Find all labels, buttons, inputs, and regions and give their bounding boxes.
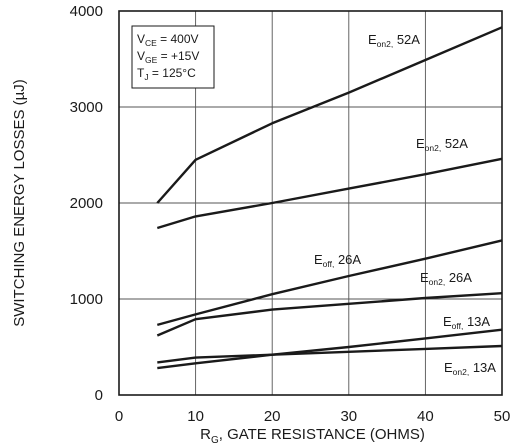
series-line-2: [156, 157, 503, 230]
series-line-5: [157, 328, 503, 370]
y-tick-label: 3000: [70, 99, 103, 116]
x-axis-title: RG, GATE RESISTANCE (OHMS): [200, 426, 425, 446]
x-tick-label: 20: [264, 408, 281, 425]
grid: [119, 11, 502, 395]
y-axis-title: SWITCHING ENERGY LOSSES (µJ): [11, 79, 28, 327]
condition-line-2: VGE = +15V: [137, 49, 199, 65]
series-label-3: Eoff, 26A: [314, 252, 361, 269]
series-line-6: [157, 344, 503, 364]
series-line-3: [156, 239, 503, 327]
series-labels: Eon2, 52A Eon2, 52A Eoff, 26A Eon2, 26A Eoff…: [314, 32, 496, 377]
y-tick-label: 0: [95, 387, 103, 404]
x-tick-label: 50: [494, 408, 511, 425]
series-label-4: Eon2, 26A: [420, 270, 472, 287]
x-tick-label: 40: [417, 408, 434, 425]
x-tick-label: 30: [340, 408, 357, 425]
tick-labels: 0 10 20 30 40 50 0 1000 2000 3000 4000: [70, 3, 511, 425]
series-label-5: Eoff, 13A: [443, 314, 490, 331]
condition-line-3: TJ = 125°C: [137, 66, 196, 82]
series-line-4: [156, 292, 503, 337]
x-tick-label: 0: [115, 408, 123, 425]
y-tick-label: 2000: [70, 195, 103, 212]
y-tick-label: 4000: [70, 3, 103, 20]
x-tick-label: 10: [187, 408, 204, 425]
series-label-6: Eon2, 13A: [444, 360, 496, 377]
series-label-1: Eon2, 52A: [368, 32, 420, 49]
plot-frame: [118, 10, 503, 396]
y-tick-label: 1000: [70, 291, 103, 308]
series-line-1: [156, 26, 503, 204]
series-lines: [156, 26, 503, 370]
conditions-border: [131, 25, 215, 89]
condition-line-1: VCE = 400V: [137, 32, 199, 48]
series-label-2: Eon2, 52A: [416, 136, 468, 153]
